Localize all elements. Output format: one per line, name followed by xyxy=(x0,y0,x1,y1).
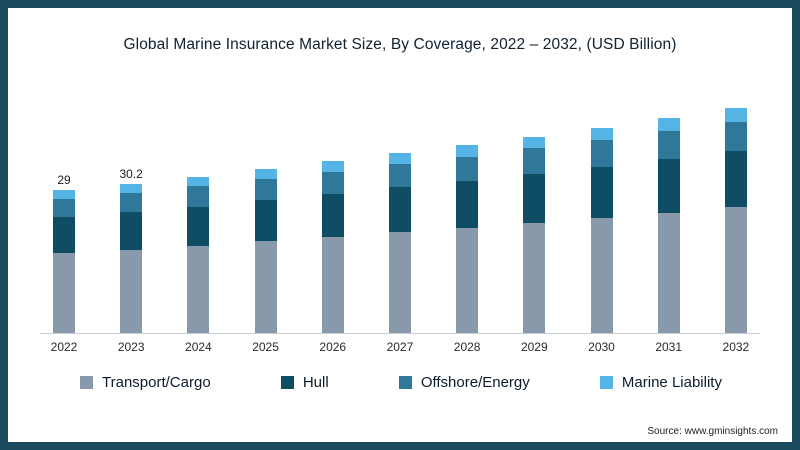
legend-swatch-transport-cargo xyxy=(80,376,93,389)
legend-swatch-offshore-energy xyxy=(398,376,412,389)
segment-offshore-energy xyxy=(724,121,747,151)
segment-marine-liability xyxy=(321,161,344,172)
segment-marine-liability xyxy=(53,189,75,199)
segment-transport-cargo xyxy=(187,245,210,333)
segment-transport-cargo xyxy=(388,232,411,333)
bar-value-label-2023: 30.2 xyxy=(119,166,143,181)
stacked-bar-2023 xyxy=(120,183,143,333)
x-axis-label-2030: 2030 xyxy=(588,340,615,354)
segment-transport-cargo xyxy=(724,207,747,333)
segment-hull xyxy=(254,200,277,242)
x-axis-label-2027: 2027 xyxy=(386,340,414,354)
segment-offshore-energy xyxy=(254,179,277,201)
bar-2027 xyxy=(376,96,424,333)
bar-2024 xyxy=(174,96,222,333)
segment-marine-liability xyxy=(254,169,277,180)
legend-label-transport-cargo: Transport/Cargo xyxy=(102,374,211,391)
segment-transport-cargo xyxy=(523,222,546,333)
segment-marine-liability xyxy=(456,145,479,157)
bar-2025 xyxy=(242,96,290,333)
segment-transport-cargo xyxy=(657,212,680,333)
segment-transport-cargo xyxy=(254,241,277,333)
stacked-bar-2031 xyxy=(657,118,680,333)
stacked-bar-2024 xyxy=(187,177,210,333)
segment-offshore-energy xyxy=(657,131,680,159)
segment-offshore-energy xyxy=(590,139,613,167)
chart-title: Global Marine Insurance Market Size, By … xyxy=(123,36,677,53)
segment-hull xyxy=(321,193,344,237)
segment-hull xyxy=(187,206,210,246)
x-axis-label-2024: 2024 xyxy=(185,340,212,354)
bar-2023: 30.2 xyxy=(107,96,155,333)
segment-marine-liability xyxy=(120,183,143,193)
segment-marine-liability xyxy=(590,127,613,140)
stacked-bar-2025 xyxy=(254,169,277,333)
plot-area: 29 30.2 xyxy=(40,96,760,334)
segment-transport-cargo xyxy=(120,249,143,333)
legend-item-hull: Hull xyxy=(280,374,329,391)
segment-transport-cargo xyxy=(456,227,479,333)
segment-transport-cargo xyxy=(321,236,344,333)
segment-hull xyxy=(657,158,680,213)
legend-label-marine-liability: Marine Liability xyxy=(621,374,722,391)
segment-offshore-energy xyxy=(53,198,75,217)
stacked-bar-2032 xyxy=(724,108,747,333)
bar-value-label-2022: 29 xyxy=(57,172,71,187)
legend-swatch-hull xyxy=(280,376,294,389)
bar-2030 xyxy=(578,96,626,333)
legend-item-transport-cargo: Transport/Cargo xyxy=(80,374,211,391)
segment-offshore-energy xyxy=(456,156,479,181)
legend-label-hull: Hull xyxy=(302,374,329,391)
bar-2029 xyxy=(510,96,558,333)
segment-hull xyxy=(724,150,747,208)
x-axis-label-2022: 2022 xyxy=(50,340,78,354)
bar-2022: 29 xyxy=(40,96,88,333)
stacked-bar-2026 xyxy=(321,161,344,333)
segment-marine-liability xyxy=(724,108,747,122)
stacked-bar-2030 xyxy=(590,127,613,333)
bar-2032 xyxy=(712,96,760,333)
segment-offshore-energy xyxy=(187,186,210,207)
segment-offshore-energy xyxy=(120,192,143,213)
segment-hull xyxy=(53,217,75,253)
x-axis-label-2028: 2028 xyxy=(453,340,481,354)
x-axis-label-2032: 2032 xyxy=(722,340,750,354)
segment-marine-liability xyxy=(187,177,210,187)
segment-hull xyxy=(388,187,411,233)
segment-marine-liability xyxy=(388,153,411,165)
legend-label-offshore-energy: Offshore/Energy xyxy=(420,374,530,391)
x-axis-label-2031: 2031 xyxy=(655,340,683,354)
segment-transport-cargo xyxy=(53,253,75,333)
chart-canvas: Global Marine Insurance Market Size, By … xyxy=(8,8,792,442)
stacked-bar-2029 xyxy=(523,136,546,333)
legend-swatch-marine-liability xyxy=(599,376,613,389)
stacked-bar-2022 xyxy=(53,189,75,333)
segment-marine-liability xyxy=(657,118,680,132)
segment-hull xyxy=(120,212,143,250)
source-text: Source: www.gminsights.com xyxy=(647,426,778,437)
legend-item-marine-liability: Marine Liability xyxy=(599,374,722,391)
x-axis-label-2029: 2029 xyxy=(520,340,548,354)
stacked-bar-2027 xyxy=(388,153,411,333)
segment-offshore-energy xyxy=(321,171,344,194)
bar-2031 xyxy=(645,96,693,333)
bar-2028 xyxy=(443,96,491,333)
stacked-bar-2028 xyxy=(456,145,479,333)
segment-offshore-energy xyxy=(523,148,546,174)
x-axis-label-2026: 2026 xyxy=(319,340,347,354)
x-axis-label-2023: 2023 xyxy=(117,340,145,354)
x-axis-label-2025: 2025 xyxy=(252,340,279,354)
segment-hull xyxy=(523,173,546,223)
segment-hull xyxy=(456,180,479,228)
legend: Transport/Cargo Hull Offshore/Energy Marine… xyxy=(80,374,722,391)
segment-transport-cargo xyxy=(590,218,613,333)
x-axis: 2022 2023 2024 2025 2026 2027 2028 2029 2030 2031… xyxy=(40,340,760,354)
segment-marine-liability xyxy=(523,136,546,149)
segment-hull xyxy=(590,166,613,218)
legend-item-offshore-energy: Offshore/Energy xyxy=(398,374,530,391)
bar-2026 xyxy=(309,96,357,333)
segment-offshore-energy xyxy=(388,164,411,188)
